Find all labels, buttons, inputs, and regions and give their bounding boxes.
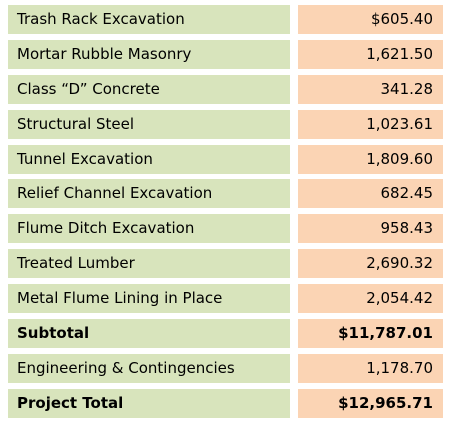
item-label: Trash Rack Excavation — [8, 5, 290, 34]
subtotal-row: Subtotal $11,787.01 — [8, 319, 443, 349]
item-amount: 1,023.61 — [298, 109, 443, 139]
item-amount: 1,178.70 — [298, 353, 443, 383]
item-label: Metal Flume Lining in Place — [8, 284, 290, 314]
item-amount: 341.28 — [298, 74, 443, 104]
item-label: Tunnel Excavation — [8, 144, 290, 174]
subtotal-amount: $11,787.01 — [298, 319, 443, 349]
item-amount: 1,621.50 — [298, 39, 443, 69]
item-amount: 2,054.42 — [298, 284, 443, 314]
project-total-row: Project Total $12,965.71 — [8, 388, 443, 418]
item-label: Engineering & Contingencies — [8, 353, 290, 383]
item-label: Structural Steel — [8, 109, 290, 139]
table-row: Trash Rack Excavation $605.40 — [8, 5, 443, 34]
item-amount: 958.43 — [298, 214, 443, 244]
table-row: Class “D” Concrete 341.28 — [8, 74, 443, 104]
table-row: Flume Ditch Excavation 958.43 — [8, 214, 443, 244]
project-total-amount: $12,965.71 — [298, 388, 443, 418]
table-row: Mortar Rubble Masonry 1,621.50 — [8, 39, 443, 69]
item-amount: 2,690.32 — [298, 249, 443, 279]
table-row: Structural Steel 1,023.61 — [8, 109, 443, 139]
table-row: Engineering & Contingencies 1,178.70 — [8, 353, 443, 383]
item-amount: 1,809.60 — [298, 144, 443, 174]
table-row: Treated Lumber 2,690.32 — [8, 249, 443, 279]
table-row: Relief Channel Excavation 682.45 — [8, 179, 443, 209]
item-label: Flume Ditch Excavation — [8, 214, 290, 244]
cost-table: Trash Rack Excavation $605.40 Mortar Rub… — [8, 5, 443, 424]
item-amount: 682.45 — [298, 179, 443, 209]
item-label: Treated Lumber — [8, 249, 290, 279]
item-label: Relief Channel Excavation — [8, 179, 290, 209]
item-label: Mortar Rubble Masonry — [8, 39, 290, 69]
table-row: Metal Flume Lining in Place 2,054.42 — [8, 284, 443, 314]
item-label: Class “D” Concrete — [8, 74, 290, 104]
project-total-label: Project Total — [8, 388, 290, 418]
subtotal-label: Subtotal — [8, 319, 290, 349]
table-row: Tunnel Excavation 1,809.60 — [8, 144, 443, 174]
item-amount: $605.40 — [298, 5, 443, 34]
